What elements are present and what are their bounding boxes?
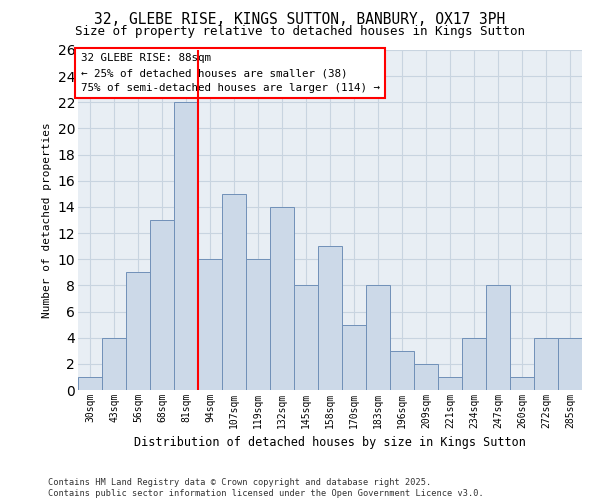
Text: 32 GLEBE RISE: 88sqm
← 25% of detached houses are smaller (38)
75% of semi-detac: 32 GLEBE RISE: 88sqm ← 25% of detached h… xyxy=(80,54,380,93)
Bar xyxy=(414,364,438,390)
Text: Size of property relative to detached houses in Kings Sutton: Size of property relative to detached ho… xyxy=(75,25,525,38)
Bar xyxy=(126,272,150,390)
Text: 32, GLEBE RISE, KINGS SUTTON, BANBURY, OX17 3PH: 32, GLEBE RISE, KINGS SUTTON, BANBURY, O… xyxy=(94,12,506,28)
Bar xyxy=(486,286,510,390)
Bar xyxy=(342,324,366,390)
Bar xyxy=(222,194,246,390)
Bar xyxy=(270,207,294,390)
Bar xyxy=(366,286,390,390)
Bar xyxy=(534,338,558,390)
Text: Contains HM Land Registry data © Crown copyright and database right 2025.
Contai: Contains HM Land Registry data © Crown c… xyxy=(48,478,484,498)
Y-axis label: Number of detached properties: Number of detached properties xyxy=(42,122,52,318)
Bar xyxy=(246,259,270,390)
Bar xyxy=(318,246,342,390)
Bar xyxy=(558,338,582,390)
Bar xyxy=(510,377,534,390)
Bar xyxy=(102,338,126,390)
Bar xyxy=(462,338,486,390)
Bar xyxy=(174,102,198,390)
Bar xyxy=(198,259,222,390)
Bar xyxy=(150,220,174,390)
Bar xyxy=(78,377,102,390)
Bar xyxy=(438,377,462,390)
X-axis label: Distribution of detached houses by size in Kings Sutton: Distribution of detached houses by size … xyxy=(134,436,526,450)
Bar xyxy=(294,286,318,390)
Bar xyxy=(390,351,414,390)
